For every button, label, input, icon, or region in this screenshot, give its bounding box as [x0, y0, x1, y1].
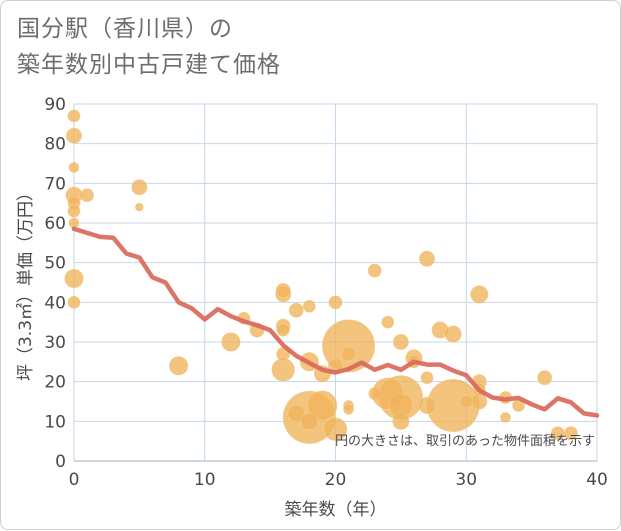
- x-tick-label: 30: [455, 470, 477, 490]
- data-bubble: [221, 332, 241, 352]
- data-bubble: [392, 333, 410, 351]
- data-bubble: [563, 426, 578, 441]
- x-tick-label: 20: [325, 470, 347, 490]
- y-tick-label: 80: [44, 135, 66, 155]
- data-bubble: [287, 404, 306, 423]
- y-tick-label: 90: [44, 95, 66, 115]
- data-bubble: [302, 299, 316, 313]
- data-bubble: [459, 394, 473, 409]
- y-tick-label: 0: [55, 452, 66, 472]
- data-bubble: [271, 357, 296, 382]
- bubble-series: [64, 109, 578, 445]
- y-tick-label: 50: [44, 254, 66, 274]
- x-tick-label: 0: [69, 470, 80, 490]
- y-tick-label: 20: [44, 373, 66, 393]
- average-line-series: [71, 226, 600, 418]
- data-bubble: [307, 390, 338, 421]
- data-bubble: [134, 202, 144, 212]
- data-bubble: [67, 109, 81, 123]
- data-bubble: [168, 356, 189, 376]
- data-bubble: [67, 295, 81, 309]
- data-bubble: [341, 346, 356, 362]
- data-bubble: [499, 411, 512, 423]
- y-tick-label: 30: [44, 333, 66, 353]
- data-bubble: [420, 371, 434, 385]
- data-bubble: [323, 417, 348, 442]
- title-line-2: 築年数別中古戸建て価格: [17, 52, 281, 78]
- chart-title: 国分駅（香川県）の 築年数別中古戸建て価格: [17, 11, 281, 83]
- x-axis-label: 築年数（年）: [285, 500, 387, 520]
- title-line-1: 国分駅（香川県）の: [17, 16, 233, 42]
- data-bubble: [65, 127, 83, 144]
- data-bubble: [68, 161, 80, 174]
- data-bubble: [537, 370, 553, 386]
- x-tick-label: 10: [194, 470, 216, 490]
- data-bubble: [79, 188, 95, 203]
- axis-ticks: 0 10 20 30 40 0 10 20 30 40 50 60 70 80 90: [44, 95, 607, 490]
- data-bubble: [368, 386, 382, 401]
- data-bubble: [328, 295, 343, 310]
- x-tick-label: 40: [586, 470, 608, 490]
- data-bubble: [275, 282, 291, 299]
- y-tick-label: 70: [44, 174, 66, 194]
- data-bubble: [444, 325, 462, 343]
- data-bubble: [470, 285, 489, 304]
- data-bubble: [418, 250, 436, 267]
- bubble-size-note: 円の大きさは、取引のあった物件面積を示す: [335, 434, 595, 449]
- y-tick-label: 40: [44, 293, 66, 313]
- data-bubble: [67, 204, 81, 218]
- data-bubble: [418, 396, 436, 415]
- y-tick-label: 60: [44, 214, 66, 234]
- data-bubble: [381, 315, 395, 329]
- data-bubble: [367, 263, 382, 278]
- data-bubble: [288, 302, 304, 318]
- average-price-line: [71, 226, 600, 418]
- y-tick-label: 10: [44, 412, 66, 432]
- data-bubble: [64, 268, 84, 289]
- data-bubble: [392, 412, 410, 431]
- data-bubble: [131, 179, 148, 196]
- data-bubble: [276, 323, 290, 337]
- data-bubble: [343, 403, 355, 415]
- y-axis-label: 坪（3.3㎡）単価（万円）: [16, 184, 36, 381]
- data-bubble: [300, 412, 319, 431]
